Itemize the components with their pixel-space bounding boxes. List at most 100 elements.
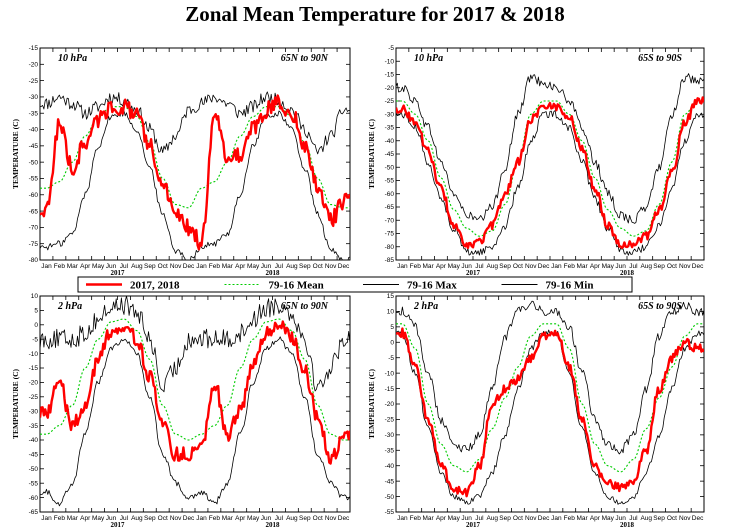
- x-tick-label: May: [92, 515, 105, 522]
- x-tick-label: Aug: [286, 515, 298, 522]
- series-group: [396, 300, 704, 505]
- x-tick-label: Jan: [196, 515, 207, 522]
- x-tick-label: Dec: [538, 515, 550, 522]
- x-tick-label: Feb: [209, 515, 221, 522]
- series-group: [396, 73, 704, 256]
- legend-box: [77, 276, 633, 293]
- x-tick-label: Oct: [158, 263, 168, 270]
- y-tick-label: -15: [29, 45, 39, 52]
- x-tick-label: Nov: [679, 263, 691, 270]
- y-tick-label: -5: [388, 45, 394, 52]
- x-tick-label: Dec: [183, 263, 195, 270]
- y-tick-label: -80: [385, 244, 395, 251]
- y-tick-label: 5: [34, 308, 38, 315]
- y-tick-label: 5: [390, 324, 394, 331]
- y-tick-label: 0: [390, 339, 394, 346]
- x-tick-label: Aug: [286, 263, 298, 270]
- x-tick-label: Jul: [475, 515, 484, 522]
- y-tick-label: -10: [385, 58, 395, 65]
- x-tick-label: Sep: [499, 515, 511, 522]
- y-tick-label: -45: [29, 143, 39, 150]
- x-tick-label: Jan: [551, 263, 562, 270]
- panel-3: -65-60-55-50-45-40-35-30-25-20-15-10-505…: [11, 293, 351, 529]
- x-tick-label: Jul: [275, 263, 284, 270]
- x-tick-label: Apr: [80, 263, 91, 270]
- x-tick-label: Dec: [692, 263, 704, 270]
- x-tick-label: Oct: [313, 515, 323, 522]
- y-tick-label: -75: [385, 231, 395, 238]
- x-tick-label: Oct: [513, 263, 523, 270]
- panel-1: -80 -75 -70 -65 -60 -55 -50 -45 -40 -35 -30 -25 -20 -…: [11, 45, 351, 277]
- panel-4: -55-50-45-40-35-30-25-20-15-10-5051015Ja…: [367, 293, 705, 529]
- x-tick-label: Mar: [576, 515, 588, 522]
- x-tick-label: Apr: [436, 263, 447, 270]
- x-tick-label: Dec: [338, 515, 350, 522]
- y-tick-label: -45: [385, 151, 395, 158]
- y-tick-label: -40: [29, 437, 39, 444]
- x-tick-label: Jun: [615, 263, 626, 270]
- year-label: 2018: [620, 521, 635, 529]
- y-tick-label: -50: [29, 466, 39, 473]
- y-tick-label: -5: [388, 355, 394, 362]
- max-1979-2016-line: [40, 296, 350, 393]
- legend-label-1: 2017, 2018: [130, 280, 180, 292]
- x-tick-label: Jan: [196, 263, 207, 270]
- x-tick-label: May: [247, 515, 260, 522]
- min-1979-2016-line: [40, 110, 350, 260]
- y-tick-label: -50: [385, 494, 395, 501]
- y-axis-title: TEMPERATURE (C): [11, 368, 20, 439]
- y-tick-label: -50: [385, 164, 395, 171]
- mean-1979-2016-line: [396, 100, 704, 237]
- x-tick-label: Jun: [261, 515, 272, 522]
- year-label: 2017: [111, 521, 126, 529]
- max-1979-2016-line: [396, 300, 704, 455]
- x-tick-label: Sep: [144, 263, 156, 270]
- x-tick-label: Feb: [209, 263, 221, 270]
- x-tick-label: May: [602, 515, 615, 522]
- x-tick-label: Dec: [538, 263, 550, 270]
- x-tick-label: May: [602, 263, 615, 270]
- y-tick-label: -35: [29, 110, 39, 117]
- year-label: 2017: [466, 521, 481, 529]
- x-tick-label: Nov: [170, 515, 182, 522]
- y-tick-label: -60: [385, 191, 395, 198]
- y-tick-label: -40: [385, 138, 395, 145]
- y-tick-label: -30: [385, 111, 395, 118]
- x-tick-label: Apr: [80, 515, 91, 522]
- y-tick-label: -55: [29, 480, 39, 487]
- panel-2: -85 -80 -75 -70 -65 -60 -55 -50 -45 -40 -35 -30 -25 -…: [367, 45, 705, 277]
- x-tick-label: Feb: [54, 263, 66, 270]
- y-tick-label: -15: [385, 72, 395, 79]
- x-tick-label: Jun: [106, 515, 117, 522]
- y-tick-label: -80: [29, 257, 39, 264]
- series-group: [40, 91, 350, 260]
- y-tick-label: -45: [29, 452, 39, 459]
- x-tick-label: Jul: [629, 263, 638, 270]
- x-tick-label: Jan: [551, 515, 562, 522]
- x-tick-label: Feb: [564, 263, 576, 270]
- plot-frame: [395, 295, 705, 513]
- year-label: 2018: [266, 269, 281, 277]
- x-tick-label: Aug: [486, 515, 498, 522]
- y-tick-label: -45: [385, 478, 395, 485]
- x-tick-label: Mar: [422, 263, 434, 270]
- x-tick-label: Aug: [640, 263, 652, 270]
- y-tick-label: -25: [29, 78, 39, 85]
- y-tick-label: -5: [32, 336, 38, 343]
- legend-label-2: 79-16 Mean: [269, 280, 324, 292]
- y-tick-label: -35: [385, 125, 395, 132]
- x-tick-label: Feb: [410, 263, 422, 270]
- y-tick-label: -40: [385, 463, 395, 470]
- y-tick-label: -75: [29, 241, 39, 248]
- x-tick-label: Jan: [397, 263, 408, 270]
- plot-frame: [395, 47, 705, 261]
- x-tick-label: Oct: [513, 515, 523, 522]
- x-tick-label: Nov: [525, 515, 537, 522]
- x-tick-label: Sep: [144, 515, 156, 522]
- x-tick-label: Oct: [667, 515, 677, 522]
- x-tick-label: Nov: [325, 515, 337, 522]
- observed-2017-2018-line: [396, 96, 704, 250]
- year-label: 2017: [111, 269, 126, 277]
- x-tick-label: Sep: [499, 263, 511, 270]
- y-tick-label: -25: [385, 417, 395, 424]
